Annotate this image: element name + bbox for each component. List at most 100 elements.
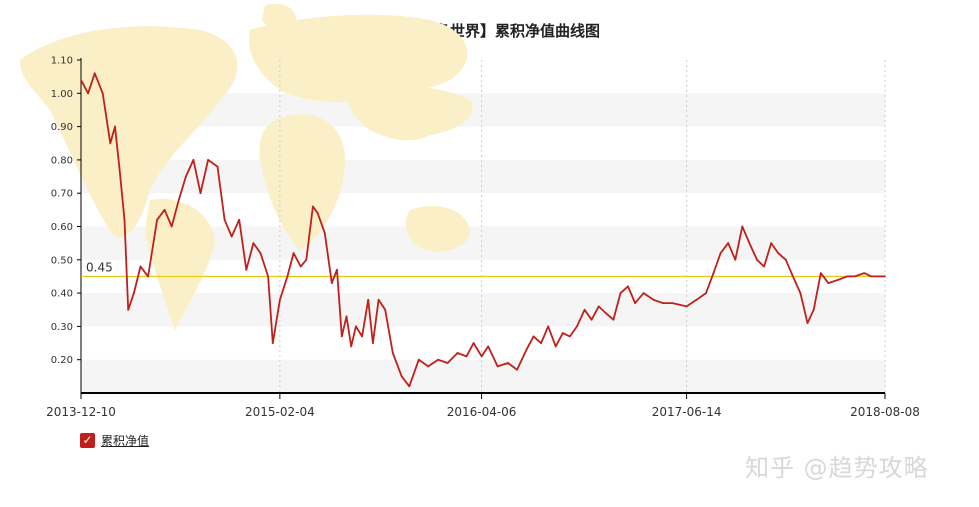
data-point	[427, 365, 430, 368]
axes	[80, 58, 885, 394]
legend-label[interactable]: 累积净值	[101, 434, 150, 448]
data-point	[316, 212, 319, 215]
data-point	[340, 335, 343, 338]
data-point	[561, 332, 564, 334]
data-point	[216, 165, 219, 168]
data-point	[784, 258, 787, 261]
data-point	[496, 365, 499, 368]
data-point	[597, 305, 600, 308]
data-point	[355, 325, 357, 328]
series-line	[80, 72, 885, 388]
data-point	[417, 358, 420, 361]
data-point	[604, 312, 607, 314]
data-point	[812, 308, 815, 311]
data-point	[472, 342, 475, 344]
data-point	[400, 375, 403, 378]
data-point	[569, 335, 571, 338]
y-tick-label: 1.10	[51, 56, 73, 67]
data-point	[583, 308, 586, 311]
data-point	[192, 159, 195, 161]
data-point	[554, 345, 557, 348]
data-point	[540, 342, 542, 344]
data-point	[532, 335, 535, 338]
data-point	[139, 265, 142, 268]
data-point	[695, 298, 698, 301]
data-point	[93, 72, 96, 75]
data-point	[156, 218, 159, 221]
data-point	[279, 298, 281, 301]
data-point	[870, 275, 873, 278]
data-point	[642, 292, 645, 294]
data-point	[87, 92, 89, 95]
data-point	[853, 275, 856, 278]
data-point	[391, 352, 394, 354]
band	[81, 359, 885, 393]
data-point	[267, 275, 269, 278]
y-tick-label: 1.00	[51, 89, 73, 100]
y-tick-label: 0.70	[51, 189, 73, 200]
data-point	[437, 358, 439, 361]
x-tick-label: 2016-04-06	[447, 405, 517, 419]
data-point	[185, 175, 187, 178]
data-point	[712, 272, 715, 274]
data-point	[792, 275, 794, 278]
data-point	[671, 302, 674, 304]
data-point	[719, 252, 722, 255]
data-point	[634, 302, 636, 304]
data-point	[223, 218, 226, 221]
data-point	[361, 335, 363, 338]
data-point	[627, 285, 629, 288]
data-point	[819, 272, 822, 274]
legend-item[interactable]: ✓ 累积净值	[80, 432, 149, 449]
data-point	[705, 292, 707, 294]
data-point	[741, 225, 744, 228]
data-point	[299, 265, 302, 268]
data-point	[230, 235, 233, 238]
y-tick-label: 0.50	[51, 255, 73, 266]
data-point	[734, 258, 737, 261]
data-point	[837, 278, 840, 281]
data-point	[748, 242, 751, 245]
data-point	[456, 352, 459, 354]
data-point	[727, 242, 730, 245]
data-point	[118, 165, 121, 168]
data-point	[384, 308, 387, 311]
data-point	[367, 298, 370, 301]
data-point	[377, 298, 380, 301]
data-point	[806, 322, 809, 324]
data-point	[170, 225, 173, 228]
data-point	[336, 268, 338, 271]
data-point	[133, 292, 135, 294]
data-point	[80, 79, 82, 81]
data-point	[292, 252, 295, 255]
data-point	[123, 218, 126, 221]
data-point	[345, 315, 348, 318]
data-point	[863, 272, 866, 274]
data-point	[245, 268, 248, 271]
reference-line-group: 0.45	[81, 260, 885, 278]
data-point	[330, 282, 333, 284]
watermark-text: 知乎 @趋势攻略	[745, 454, 929, 482]
y-tick-label: 0.30	[51, 322, 73, 333]
data-point	[652, 298, 655, 301]
y-tick-label: 0.60	[51, 222, 73, 233]
data-point	[114, 125, 116, 128]
data-point	[480, 355, 483, 358]
data-point	[507, 362, 509, 364]
data-point	[877, 275, 880, 278]
y-tick-label: 0.20	[51, 355, 73, 366]
x-tick-label: 2013-12-10	[46, 405, 116, 419]
data-point	[372, 342, 374, 344]
data-point	[252, 242, 255, 245]
reference-line-label: 0.45	[86, 260, 113, 274]
data-point	[207, 159, 210, 161]
data-point	[127, 308, 130, 311]
data-point	[799, 292, 802, 294]
data-point	[884, 275, 886, 278]
data-point	[199, 192, 202, 195]
checkbox-icon[interactable]: ✓	[80, 433, 95, 448]
data-point	[685, 305, 688, 308]
y-tick-label: 0.90	[51, 122, 73, 133]
data-point	[101, 92, 104, 95]
data-point	[446, 362, 449, 364]
